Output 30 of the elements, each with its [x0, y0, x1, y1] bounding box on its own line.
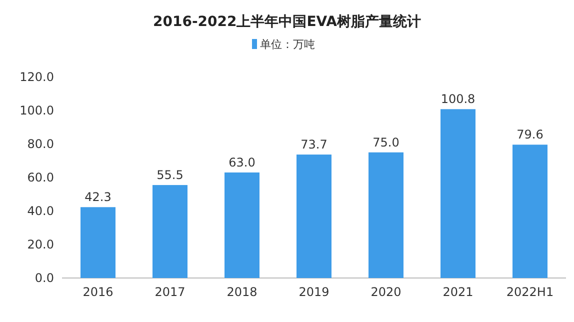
y-tick-label: 120.0 — [20, 70, 54, 84]
y-tick-label: 40.0 — [27, 204, 54, 218]
data-label: 75.0 — [372, 135, 400, 150]
x-tick-label: 2020 — [370, 285, 402, 299]
legend-label: 单位：万吨 — [260, 38, 315, 51]
y-tick-label: 80.0 — [27, 137, 54, 151]
data-label: 79.6 — [516, 128, 544, 142]
bar — [440, 109, 476, 278]
bar — [512, 144, 548, 278]
y-tick-label: 0.0 — [34, 271, 54, 285]
bar — [296, 154, 332, 278]
x-tick-label: 2018 — [226, 285, 258, 299]
y-tick-label: 60.0 — [27, 170, 54, 184]
chart-title: 2016-2022上半年中国EVA树脂产量统计 — [152, 13, 422, 30]
x-tick-label: 2021 — [442, 285, 474, 299]
bar — [368, 152, 404, 278]
x-tick-label: 2016 — [82, 285, 114, 299]
x-tick-label: 2019 — [298, 285, 330, 299]
data-label: 100.8 — [440, 92, 476, 106]
bar — [152, 185, 188, 278]
data-label: 42.3 — [84, 190, 112, 204]
data-label: 63.0 — [228, 155, 256, 170]
x-tick-label: 2022H1 — [506, 285, 554, 299]
y-tick-label: 100.0 — [20, 104, 54, 118]
bar — [80, 207, 116, 278]
data-label: 73.7 — [300, 138, 328, 152]
bar — [224, 172, 260, 278]
x-tick-label: 2017 — [154, 285, 186, 299]
data-label: 55.5 — [156, 168, 184, 182]
y-tick-label: 20.0 — [27, 238, 54, 252]
